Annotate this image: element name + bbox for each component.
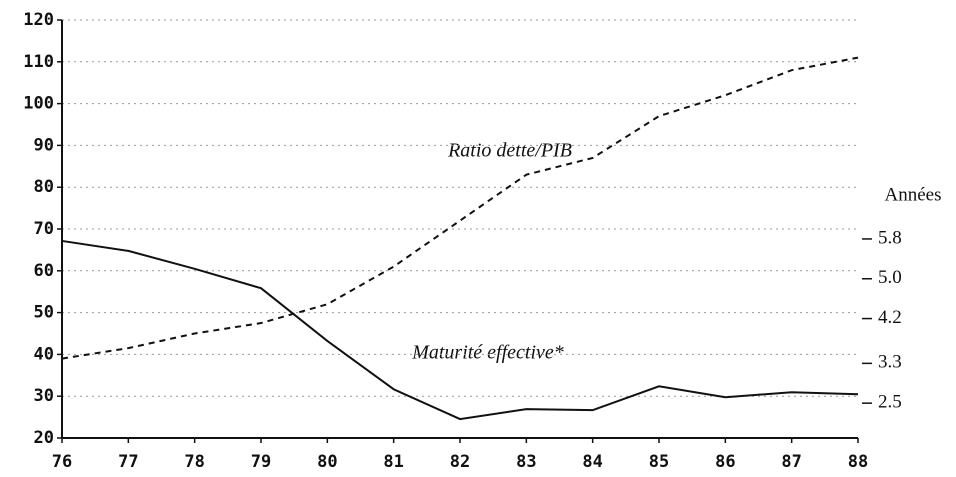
series-annotation: Maturité effective* [411,342,564,364]
y-tick-label: 20 [34,428,54,448]
x-tick-label: 84 [582,452,602,472]
x-tick-label: 76 [52,452,72,472]
y2-tick-label: 3.3 [878,352,902,373]
x-tick-label: 85 [649,452,669,472]
y-tick-label: 30 [34,386,54,406]
series-line [61,239,859,421]
series-line [61,56,859,360]
y-tick-label: 40 [34,344,54,364]
y2-tick-label: 4.2 [878,307,902,328]
y-tick-label: 70 [34,219,54,239]
y2-axis-label: Années [885,184,942,205]
x-tick-label: 87 [781,452,801,472]
x-tick-label: 80 [317,452,337,472]
y-tick-label: 110 [23,52,54,72]
y-tick-label: 60 [34,261,54,281]
y2-tick-label: 5.0 [878,267,902,288]
x-tick-label: 79 [251,452,271,472]
x-tick-label: 78 [184,452,204,472]
y2-tick-label: 2.5 [878,392,902,413]
y-tick-label: 120 [23,10,54,30]
y2-tick-label: 5.8 [878,227,902,248]
y-tick-label: 90 [34,135,54,155]
x-tick-label: 83 [516,452,536,472]
x-tick-label: 88 [848,452,868,472]
y-tick-label: 50 [34,303,54,323]
series-annotation: Ratio dette/PIB [447,140,572,162]
x-tick-label: 77 [118,452,138,472]
x-tick-label: 81 [383,452,403,472]
y-tick-label: 100 [23,94,54,114]
x-tick-label: 86 [715,452,735,472]
y-tick-label: 80 [34,177,54,197]
x-tick-label: 82 [450,452,470,472]
